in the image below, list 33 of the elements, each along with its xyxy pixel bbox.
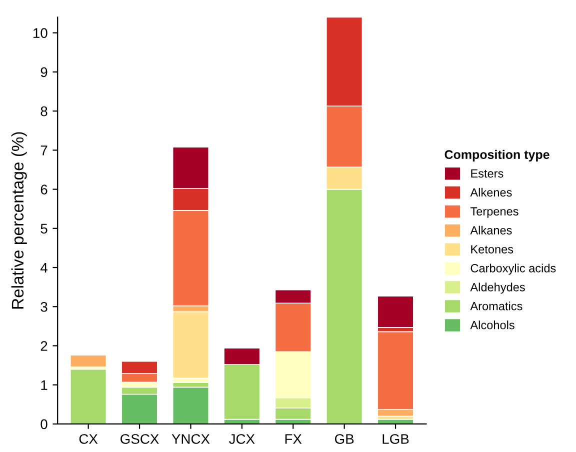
- y-tick-label: 2: [40, 341, 48, 351]
- y-tick-label: 7: [40, 146, 48, 156]
- legend-label: Alkanes: [470, 226, 512, 234]
- y-tick-label: 0: [40, 419, 48, 430]
- y-tick-label: 5: [40, 224, 48, 234]
- bar: [70, 354, 107, 368]
- y-axis-title: Relative percentage (%): [11, 132, 27, 309]
- legend-label: Esters: [471, 169, 504, 178]
- legend-label: Aromatics: [470, 302, 522, 310]
- bar: [70, 368, 107, 424]
- legend-label: Terpenes: [470, 207, 518, 218]
- x-tick-label: GB: [334, 434, 354, 444]
- x-tick-label: FX: [285, 434, 302, 444]
- y-tick-label: 3: [40, 302, 48, 312]
- legend-label: Alcohols: [470, 320, 514, 330]
- x-tick-label: JCX: [229, 434, 255, 444]
- bar: [377, 296, 414, 328]
- x-tick-label: LGB: [382, 434, 409, 444]
- legend-label: Carboxylic acids: [470, 264, 556, 275]
- legend-label: Ketones: [471, 245, 514, 254]
- y-tick-label: 6: [40, 184, 48, 194]
- y-tick-label: 9: [40, 67, 48, 78]
- legend-label: Alkenes: [470, 188, 512, 197]
- x-tick-label: YNCX: [172, 434, 210, 444]
- y-tick-label: 1: [41, 380, 48, 390]
- bar: [172, 386, 210, 424]
- y-tick-label: 8: [40, 106, 48, 116]
- x-tick-label: CX: [79, 434, 98, 444]
- legend-title: Composition type: [444, 150, 550, 162]
- legend-label: Aldehydes: [470, 282, 525, 294]
- x-tick-label: GSCX: [120, 434, 159, 444]
- y-tick-label: 4: [40, 262, 48, 273]
- y-tick-label: 10: [33, 28, 48, 38]
